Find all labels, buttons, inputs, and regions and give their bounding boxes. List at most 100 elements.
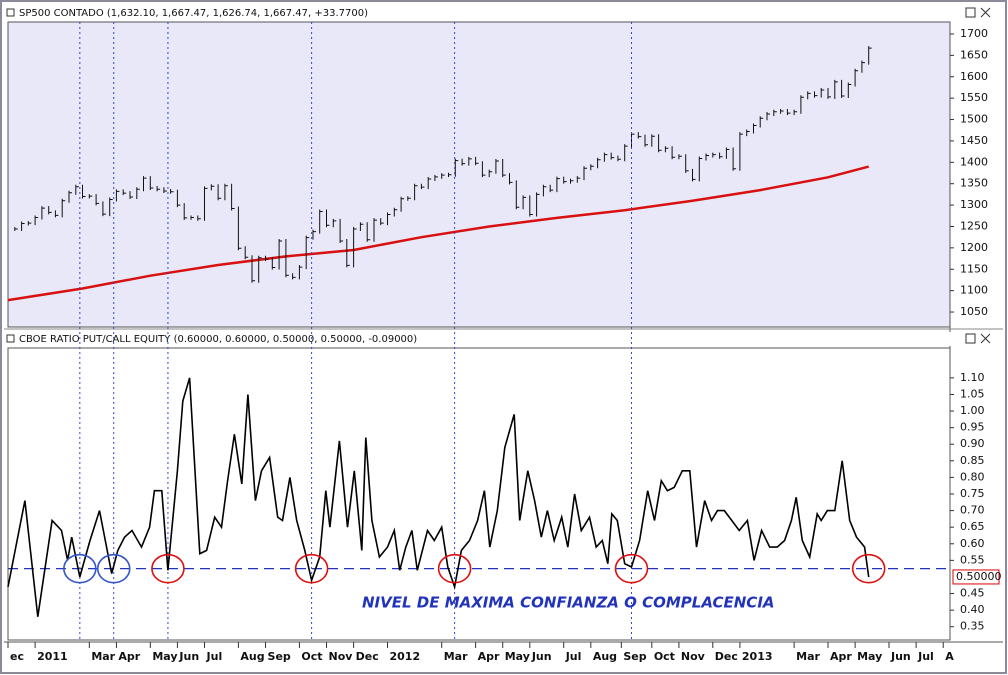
- y-tick-label: 0.35: [960, 620, 985, 633]
- price-bar: [190, 215, 194, 220]
- close-button[interactable]: [980, 7, 991, 18]
- y-tick-label: 1400: [960, 155, 988, 168]
- maximize-button[interactable]: [965, 333, 976, 344]
- price-bar: [475, 156, 479, 166]
- price-bar: [678, 154, 682, 160]
- price-bar: [468, 156, 472, 166]
- price-bar: [217, 184, 222, 201]
- last-value-label: 0.50000: [956, 570, 1002, 583]
- maximize-button[interactable]: [965, 7, 976, 18]
- price-bar: [414, 183, 418, 201]
- y-tick-label: 1100: [960, 284, 988, 297]
- price-bar: [319, 209, 323, 234]
- price-bar: [841, 79, 845, 98]
- y-tick-label: 1350: [960, 177, 988, 190]
- title-bar: CBOE RATIO PUT/CALL EQUITY (0.60000, 0.6…: [4, 332, 1000, 346]
- x-tick-label: Jun: [890, 650, 911, 663]
- price-bar: [136, 187, 140, 199]
- price-bar: [644, 134, 648, 147]
- y-tick-label: 0.45: [960, 587, 985, 600]
- price-bar: [712, 152, 716, 158]
- price-bar: [597, 157, 601, 169]
- price-bar: [68, 190, 72, 203]
- price-bar: [658, 134, 662, 153]
- highlight-circle: [437, 553, 472, 584]
- price-bar: [624, 144, 628, 162]
- price-bar: [861, 60, 865, 73]
- price-bar: [48, 206, 52, 215]
- price-bar: [231, 183, 235, 211]
- price-bar: [75, 184, 79, 195]
- y-tick-label: 1700: [960, 27, 988, 40]
- y-tick-label: 1650: [960, 48, 988, 61]
- icon: [6, 334, 15, 343]
- title-bar: SP500 CONTADO (1,632.10, 1,667.47, 1,626…: [4, 5, 1000, 20]
- x-tick-label: Jul: [565, 650, 582, 663]
- price-bar: [692, 168, 696, 182]
- moving-average: [7, 165, 870, 302]
- price-bar: [122, 189, 127, 196]
- x-tick-label: 2012: [390, 650, 421, 663]
- price-bar: [827, 88, 831, 99]
- y-tick-label: 1.05: [960, 387, 985, 400]
- price-bar: [224, 183, 228, 201]
- price-bar: [271, 257, 276, 270]
- x-tick-label: Jun: [178, 650, 199, 663]
- price-bar: [820, 88, 825, 98]
- price-bar: [488, 169, 493, 178]
- highlight-circle: [294, 553, 329, 584]
- price-bar: [800, 95, 804, 114]
- price-bar: [305, 235, 310, 270]
- y-tick-label: 1300: [960, 198, 988, 211]
- price-bar: [631, 132, 635, 149]
- price-bar: [149, 176, 154, 190]
- icon: [6, 8, 15, 17]
- y-tick-label: 1200: [960, 241, 988, 254]
- x-tick-label: Apr: [478, 650, 500, 663]
- y-tick-label: 0.85: [960, 454, 985, 467]
- price-bar: [27, 221, 32, 226]
- x-tick-label: Dec: [356, 650, 379, 663]
- highlight-circle: [96, 553, 131, 584]
- price-bar: [529, 195, 533, 217]
- price-bar: [746, 129, 750, 137]
- y-tick-label: 0.60: [960, 537, 985, 550]
- y-tick-label: 1550: [960, 91, 988, 104]
- x-tick-label: Dec: [715, 650, 738, 663]
- annotation: NIVEL DE MAXIMA CONFIANZA O COMPLACENCIA: [362, 594, 775, 612]
- y-tick-label: 1600: [960, 70, 988, 83]
- x-tick-label: 2011: [37, 650, 68, 663]
- price-bar: [237, 206, 242, 251]
- y-tick-label: 0.65: [960, 520, 985, 533]
- price-bar: [563, 176, 567, 184]
- price-bar: [278, 239, 283, 270]
- price-bar: [339, 218, 344, 243]
- price-bar: [88, 194, 93, 199]
- price-bar: [393, 207, 398, 217]
- x-tick-label: Oct: [654, 650, 675, 663]
- price-bar: [183, 203, 188, 220]
- price-bar: [705, 153, 709, 161]
- price-bar: [244, 246, 249, 260]
- x-tick-label: Nov: [329, 650, 354, 663]
- price-bar: [427, 177, 432, 190]
- price-bar: [380, 218, 384, 226]
- price-bar: [373, 218, 377, 242]
- close-button[interactable]: [980, 333, 991, 344]
- price-bar: [210, 184, 215, 191]
- ratio-plot-area: [7, 347, 951, 641]
- highlight-circle: [63, 553, 97, 584]
- price-bar: [481, 161, 486, 178]
- y-tick-label: 0.75: [960, 487, 985, 500]
- price-bar: [847, 82, 852, 98]
- price-bar: [285, 239, 289, 278]
- x-tick-label: Mar: [796, 650, 820, 663]
- price-bar: [522, 195, 527, 210]
- price-bar: [671, 146, 676, 160]
- x-tick-label: Aug: [240, 650, 264, 663]
- x-tick-label: Oct: [301, 650, 322, 663]
- price-bar: [434, 174, 438, 181]
- price-bar: [509, 173, 513, 185]
- price-bar: [312, 229, 316, 240]
